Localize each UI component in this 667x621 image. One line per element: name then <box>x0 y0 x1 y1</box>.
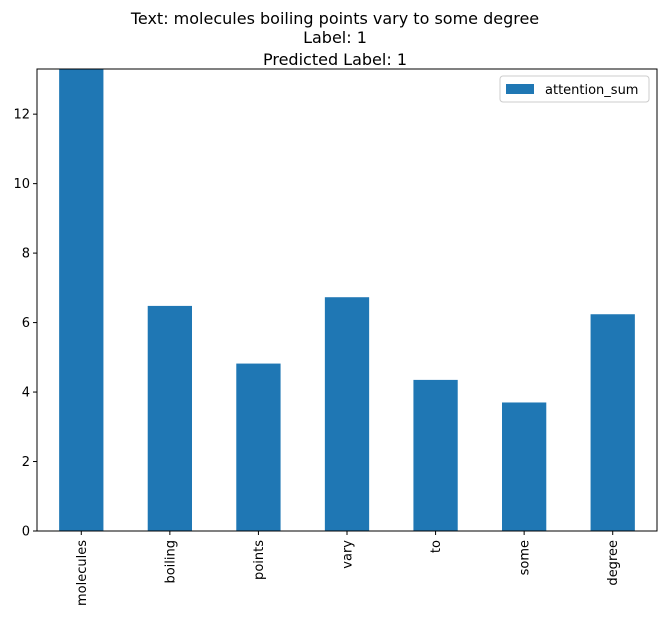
bar-molecules <box>59 69 104 531</box>
x-tick-label: vary <box>341 540 356 569</box>
x-tick-label: to <box>429 540 444 553</box>
x-axis: molecules boiling points vary to some degree <box>75 531 621 606</box>
y-tick-label: 4 <box>22 386 30 401</box>
y-tick-label: 10 <box>13 177 30 192</box>
y-tick-label: 0 <box>22 525 30 540</box>
x-tick-label: boiling <box>163 540 178 584</box>
bar-boiling <box>147 305 192 531</box>
y-axis: 0 2 4 6 8 10 12 <box>13 108 37 540</box>
y-tick-label: 8 <box>22 247 30 262</box>
x-tick-label: degree <box>606 540 621 586</box>
y-tick-label: 12 <box>13 108 30 123</box>
title-line-label: Label: 1 <box>303 28 367 47</box>
legend-box <box>499 75 650 103</box>
x-tick-label: some <box>518 540 533 575</box>
y-tick-label: 2 <box>22 455 30 470</box>
title-line-text: Text: molecules boiling points vary to s… <box>130 9 539 28</box>
bar-to <box>413 379 458 531</box>
legend-swatch <box>506 84 534 94</box>
bar-some <box>502 402 547 531</box>
bars-layer <box>59 69 635 531</box>
chart-title: Text: molecules boiling points vary to s… <box>130 9 539 69</box>
legend: attention_sum <box>499 75 650 103</box>
bar-vary <box>324 297 370 531</box>
bar-points <box>236 363 281 531</box>
x-tick-label: molecules <box>75 540 90 606</box>
y-tick-label: 6 <box>22 316 30 331</box>
x-tick-label: points <box>252 540 267 580</box>
legend-label: attention_sum <box>545 83 638 98</box>
bar-degree <box>590 314 635 531</box>
title-line-predicted: Predicted Label: 1 <box>263 50 407 69</box>
plot-frame <box>36 68 658 532</box>
